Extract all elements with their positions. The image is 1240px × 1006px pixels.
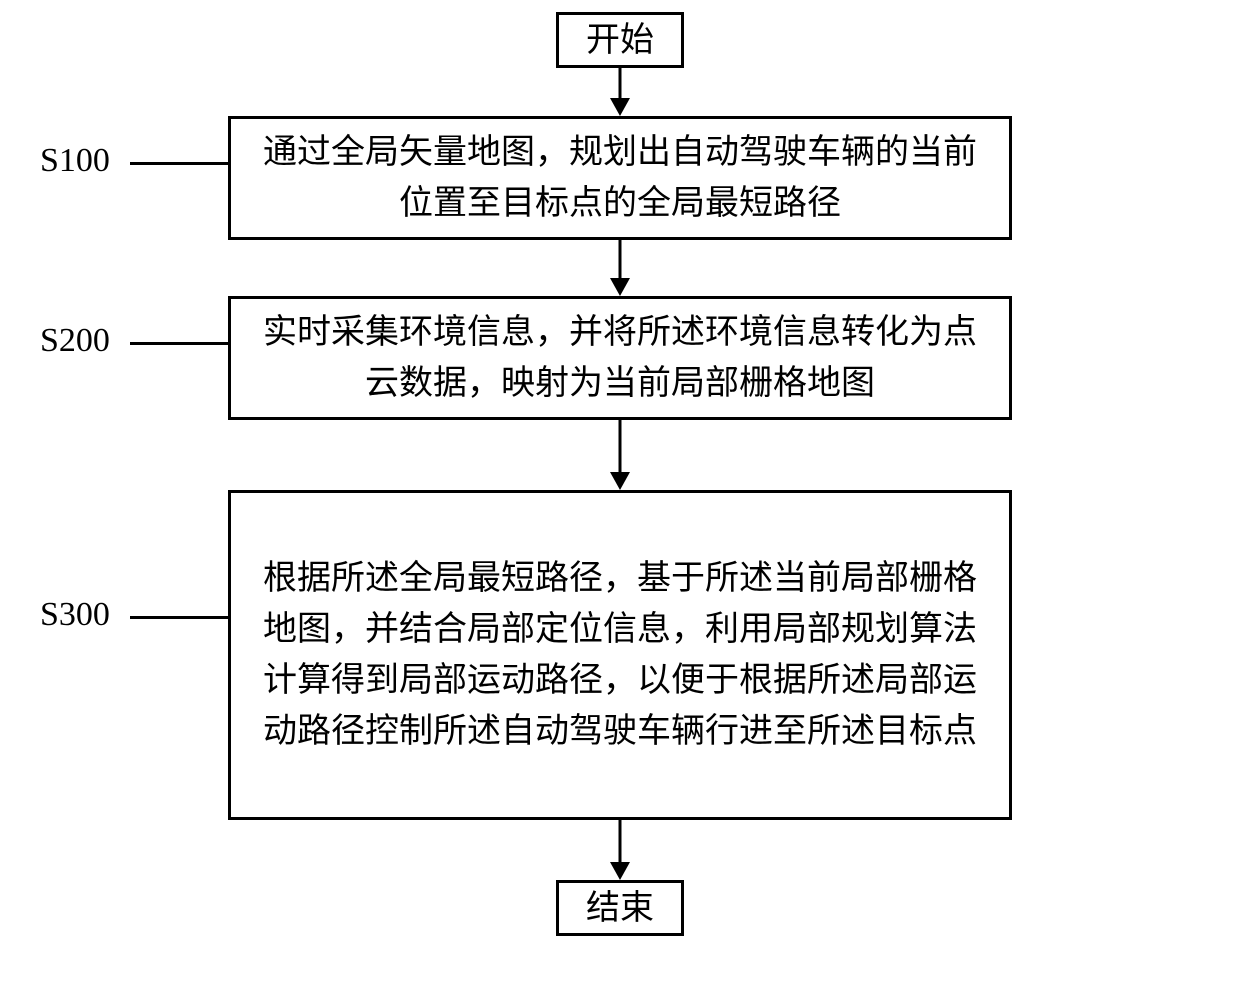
node-s300-label: 根据所述全局最短路径，基于所述当前局部栅格地图，并结合局部定位信息，利用局部规划… (247, 553, 993, 757)
step-label-s100: S100 (40, 142, 110, 180)
node-start: 开始 (556, 12, 684, 68)
flowchart-container: 开始 S100 通过全局矢量地图，规划出自动驾驶车辆的当前位置至目标点的全局最短… (0, 0, 1240, 1006)
node-end: 结束 (556, 880, 684, 936)
node-start-label: 开始 (586, 15, 654, 66)
node-s200: 实时采集环境信息，并将所述环境信息转化为点云数据，映射为当前局部栅格地图 (228, 296, 1012, 420)
node-s100: 通过全局矢量地图，规划出自动驾驶车辆的当前位置至目标点的全局最短路径 (228, 116, 1012, 240)
label-line-s200 (130, 342, 228, 345)
node-s300: 根据所述全局最短路径，基于所述当前局部栅格地图，并结合局部定位信息，利用局部规划… (228, 490, 1012, 820)
label-line-s300 (130, 616, 228, 619)
node-s200-label: 实时采集环境信息，并将所述环境信息转化为点云数据，映射为当前局部栅格地图 (247, 307, 993, 409)
node-s100-label: 通过全局矢量地图，规划出自动驾驶车辆的当前位置至目标点的全局最短路径 (247, 127, 993, 229)
step-label-s300: S300 (40, 596, 110, 634)
node-end-label: 结束 (586, 883, 654, 934)
label-line-s100 (130, 162, 228, 165)
step-label-s200: S200 (40, 322, 110, 360)
